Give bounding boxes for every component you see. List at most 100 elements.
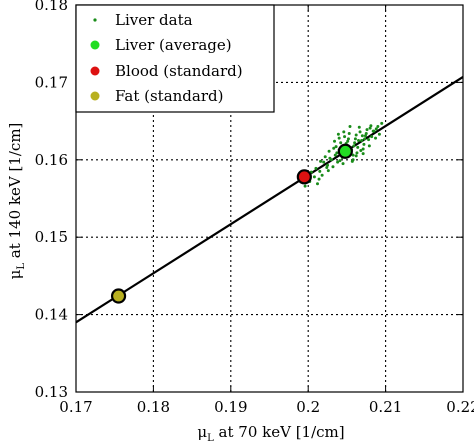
liver-data-point	[323, 155, 327, 159]
liver-data-point	[358, 130, 362, 134]
x-axis-label-sub: L	[207, 433, 214, 444]
fit-line	[75, 76, 464, 324]
blood-standard-point	[296, 169, 312, 185]
liver-data-point	[342, 130, 346, 134]
legend: Liver data Liver (average) Blood (standa…	[75, 4, 275, 113]
liver-data-point	[354, 154, 358, 158]
liver-data-point	[353, 137, 357, 141]
liver-data-point	[367, 138, 371, 142]
liver-data-point	[369, 124, 373, 128]
x-tick-label: 0.2	[296, 398, 320, 416]
liver-data-point	[351, 153, 355, 157]
standard-markers	[110, 143, 353, 304]
liver-data-point	[333, 153, 337, 157]
axis-ticks: 0.17 0.18 0.19 0.2 0.21 0.22 0.13 0.14 0.15 0.16 0…	[35, 0, 474, 416]
y-tick-label: 0.15	[35, 228, 68, 246]
liver-data-point	[312, 175, 316, 179]
liver-data-point	[343, 135, 347, 139]
fit-line-group	[75, 76, 464, 324]
liver-data-point	[364, 131, 368, 135]
liver-data-point	[355, 151, 359, 155]
legend-marker-liver-data	[93, 18, 97, 22]
liver-data-point	[319, 159, 323, 163]
liver-data-point	[326, 163, 330, 167]
x-tick-label: 0.18	[137, 398, 170, 416]
liver-data-point	[370, 135, 374, 139]
liver-data-point	[341, 162, 345, 166]
liver-data-point	[348, 125, 352, 129]
y-tick-label: 0.17	[35, 73, 68, 91]
liver-data-point	[353, 141, 357, 145]
liver-data-point	[338, 159, 342, 163]
liver-data-point	[356, 145, 360, 149]
y-axis-label-sub: L	[16, 263, 27, 270]
liver-average-point	[337, 143, 353, 159]
legend-marker-fat-standard	[90, 91, 100, 101]
liver-data-point	[360, 138, 364, 142]
y-tick-label: 0.16	[35, 151, 68, 169]
liver-data-point	[354, 133, 358, 137]
legend-marker-blood-standard	[90, 66, 100, 76]
liver-data-point	[380, 121, 384, 125]
x-tick-label: 0.19	[214, 398, 247, 416]
liver-data-point	[360, 134, 364, 138]
x-tick-label: 0.22	[446, 398, 474, 416]
liver-data-point	[374, 127, 378, 131]
x-axis-label-text: at 70 keV [1/cm]	[214, 423, 345, 441]
liver-data-point	[317, 177, 321, 181]
legend-label-liver-data: Liver data	[115, 11, 193, 29]
liver-data-point	[361, 152, 365, 156]
x-tick-label: 0.17	[59, 398, 92, 416]
liver-data-point	[327, 149, 331, 153]
liver-data-point	[347, 131, 351, 135]
liver-data-point	[333, 139, 337, 143]
liver-data-point	[322, 160, 326, 164]
legend-label-liver-average: Liver (average)	[115, 36, 232, 54]
liver-data-point	[315, 182, 319, 186]
liver-data-point	[371, 129, 375, 133]
liver-data-point	[346, 139, 350, 143]
liver-data-point	[328, 156, 332, 160]
liver-data-point	[357, 138, 361, 142]
legend-label-fat-standard: Fat (standard)	[115, 87, 223, 105]
liver-data-point	[326, 169, 330, 173]
liver-data-point	[331, 165, 335, 169]
liver-data-point	[368, 126, 372, 130]
legend-marker-liver-average	[90, 40, 100, 50]
y-axis-label: μL at 140 keV [1/cm]	[6, 123, 27, 280]
y-axis-label-mu: μ	[6, 269, 24, 279]
y-tick-label: 0.13	[35, 383, 68, 401]
liver-data-point	[352, 144, 356, 148]
liver-data-point	[376, 125, 380, 129]
liver-data-point	[361, 147, 365, 151]
liver-data-point	[351, 158, 355, 162]
liver-data-point	[303, 184, 307, 188]
liver-data-point	[332, 146, 336, 150]
liver-data-point	[320, 173, 324, 177]
liver-data-point	[314, 166, 318, 170]
liver-data-point	[365, 128, 369, 132]
liver-data-point	[335, 151, 339, 155]
liver-data-point	[334, 145, 338, 149]
y-tick-label: 0.18	[35, 0, 68, 14]
fat-standard-point	[110, 288, 127, 304]
legend-box	[75, 4, 275, 113]
x-axis-label: μL at 70 keV [1/cm]	[197, 423, 344, 444]
x-axis-label-mu: μ	[197, 423, 207, 441]
y-tick-label: 0.14	[35, 306, 68, 324]
liver-data-point	[346, 137, 350, 141]
liver-data-point	[377, 132, 381, 136]
legend-label-blood-standard: Blood (standard)	[115, 62, 243, 80]
liver-data-point	[359, 149, 363, 153]
liver-data-point	[325, 166, 329, 170]
y-axis-label-text: at 140 keV [1/cm]	[6, 123, 24, 263]
liver-data-point	[363, 134, 367, 138]
liver-data-point	[336, 132, 340, 136]
liver-data-point	[337, 136, 341, 140]
liver-data-point	[318, 169, 322, 173]
liver-data-point	[374, 136, 378, 140]
liver-data-point	[363, 137, 367, 141]
liver-data-point	[362, 142, 366, 146]
